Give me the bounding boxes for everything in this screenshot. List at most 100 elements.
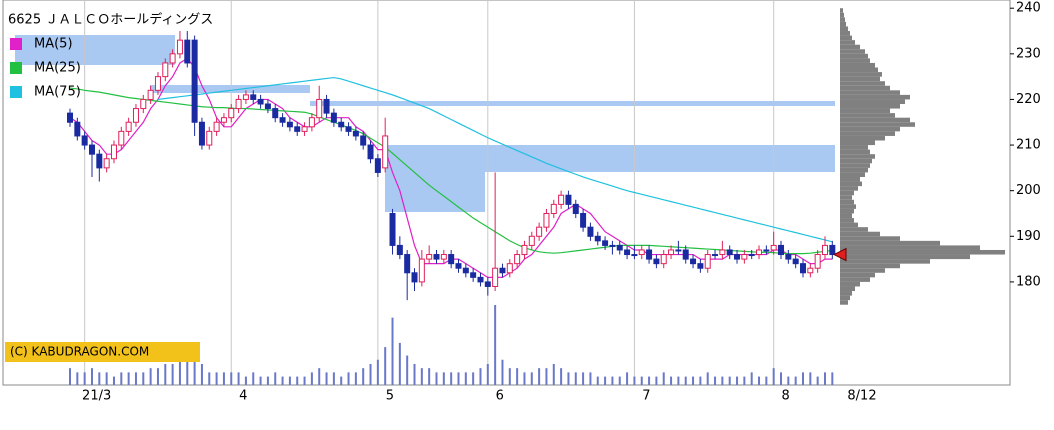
profile-bar	[840, 245, 980, 250]
volume-bar	[472, 372, 475, 385]
candle-body	[411, 272, 418, 283]
candle-body	[580, 212, 587, 228]
volume-bar	[244, 376, 247, 385]
x-tick-label: 21/3	[82, 389, 111, 404]
candle-body	[748, 254, 755, 257]
profile-bar	[840, 176, 860, 182]
candle-body	[345, 126, 352, 132]
candle-body	[154, 76, 161, 91]
volume-bar	[567, 372, 570, 385]
x-tick-label: 8	[782, 389, 790, 404]
y-tick-label: 240	[1016, 1, 1041, 16]
candle-body	[418, 258, 425, 283]
candle-body	[169, 53, 176, 64]
profile-bar	[840, 113, 895, 118]
volume-bar	[530, 372, 533, 385]
volume-bar	[677, 376, 680, 385]
price-zone	[310, 101, 835, 106]
candle-body	[404, 254, 411, 274]
candle-body	[191, 39, 198, 123]
candle-body	[631, 254, 638, 257]
volume-bar	[120, 372, 123, 385]
profile-bar	[840, 8, 843, 13]
y-tick-label: 230	[1016, 46, 1041, 61]
volume-bar	[230, 372, 233, 385]
volume-bar	[699, 376, 702, 385]
candle-body	[67, 112, 73, 123]
y-tick-label: 210	[1016, 138, 1041, 153]
volume-bar	[391, 317, 394, 385]
volume-bar	[413, 363, 416, 385]
candle-body	[602, 240, 609, 246]
profile-bar	[840, 249, 1005, 255]
candle-body	[140, 98, 147, 110]
volume-bar	[809, 372, 812, 385]
candle-body	[484, 281, 491, 287]
candle-body	[675, 249, 682, 252]
candle-body	[528, 235, 535, 246]
candle-body	[712, 254, 719, 257]
profile-bar	[840, 40, 855, 45]
candle-body	[506, 263, 513, 274]
volume-bar	[296, 376, 299, 385]
volume-bar	[721, 376, 724, 385]
volume-bar	[611, 376, 614, 385]
volume-bar	[648, 376, 651, 385]
volume-bar	[406, 355, 409, 385]
profile-bar	[840, 62, 875, 68]
candle-body	[536, 226, 543, 237]
candle-body	[206, 130, 213, 146]
candle-body	[807, 267, 814, 274]
candle-body	[118, 130, 125, 146]
volume-bar	[442, 372, 445, 385]
profile-bar	[840, 94, 910, 100]
y-tick-label: 180	[1016, 274, 1041, 289]
volume-bar	[523, 372, 526, 385]
volume-bar	[98, 372, 101, 385]
volume-bar	[318, 368, 321, 385]
volume-bar	[303, 376, 306, 385]
profile-bar	[840, 158, 872, 164]
candle-body	[440, 254, 447, 260]
volume-bar	[604, 376, 607, 385]
legend-swatch	[10, 62, 22, 74]
volume-bar	[596, 376, 599, 385]
profile-bar	[840, 131, 895, 136]
volume-bar	[670, 376, 673, 385]
candle-body	[301, 126, 308, 132]
candle-body	[572, 203, 579, 214]
profile-bar	[840, 154, 875, 159]
volume-bar	[750, 372, 753, 385]
volume-bar	[706, 372, 709, 385]
candle-body	[616, 244, 623, 251]
profile-bar	[840, 17, 845, 22]
candle-body	[162, 62, 169, 78]
volume-bar	[662, 372, 665, 385]
profile-bar	[840, 291, 852, 296]
candle-body	[308, 117, 315, 128]
profile-bar	[840, 190, 854, 196]
volume-bar	[288, 376, 291, 385]
candle-body	[426, 254, 433, 260]
candle-body	[778, 244, 785, 256]
volume-bar	[736, 376, 739, 385]
profile-bar	[840, 104, 900, 109]
profile-bar	[840, 12, 844, 18]
profile-bar	[840, 26, 848, 32]
candle-body	[638, 249, 645, 256]
candle-body	[433, 254, 440, 260]
volume-bar	[354, 372, 357, 385]
volume-bar	[508, 368, 511, 385]
candle-body	[448, 254, 455, 265]
candle-body	[338, 121, 345, 128]
price-zone	[385, 172, 485, 212]
volume-bar	[178, 359, 181, 385]
price-zone	[15, 35, 175, 65]
volume-bar	[127, 372, 130, 385]
volume-bar	[640, 376, 643, 385]
volume-bar	[208, 372, 211, 385]
volume-bar	[435, 372, 438, 385]
profile-bar	[840, 67, 878, 73]
profile-bar	[840, 181, 862, 187]
profile-bar	[840, 149, 870, 155]
